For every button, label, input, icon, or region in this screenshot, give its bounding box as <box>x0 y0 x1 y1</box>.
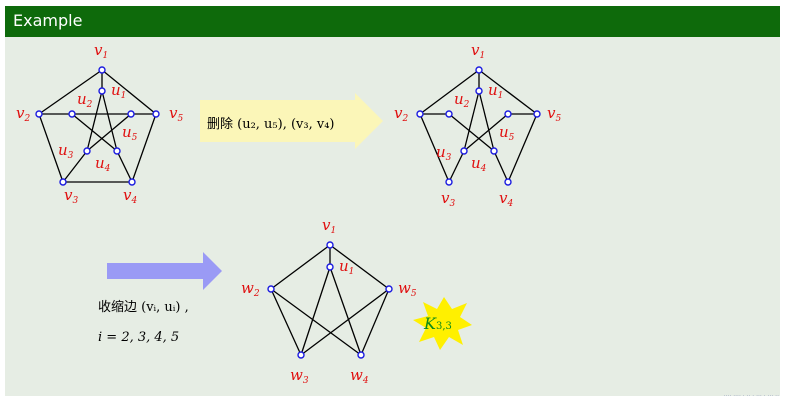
label-w4: w4 <box>350 366 369 386</box>
delete-arrow <box>200 93 383 149</box>
label-u2: u2 <box>454 90 470 110</box>
node-v1 <box>475 66 483 74</box>
node-v2 <box>35 110 43 118</box>
contract-edges-label: 收缩边 (vᵢ, uᵢ) , <box>98 300 189 315</box>
k33-sub: 3,3 <box>435 321 452 332</box>
node-v1 <box>98 66 106 74</box>
node-u1 <box>98 87 106 95</box>
label-v5: v5 <box>169 104 183 124</box>
label-v2: v2 <box>16 104 30 124</box>
k33-base: K <box>424 314 436 333</box>
title-bar: Example <box>5 6 780 37</box>
label-u2: u2 <box>77 90 93 110</box>
node-u2 <box>68 110 76 118</box>
node-u3 <box>460 147 468 155</box>
node-v2 <box>416 110 424 118</box>
node-u2 <box>445 110 453 118</box>
label-u1: u1 <box>111 81 126 101</box>
label-u5: u5 <box>499 123 515 143</box>
label-v3: v3 <box>441 189 455 209</box>
k33-star <box>413 297 472 350</box>
label-v4: v4 <box>499 189 513 209</box>
node-v3 <box>445 178 453 186</box>
slide: Example <box>5 6 780 396</box>
label-v1: v1 <box>471 41 485 61</box>
k33-label: K3,3 <box>424 314 452 333</box>
label-v5: v5 <box>547 104 561 124</box>
label-u3: u3 <box>436 143 452 163</box>
label-u1: u1 <box>488 81 503 101</box>
slide-footer: ···· ···· · ·· · ··· · ··· ·· <box>723 393 779 400</box>
label-u3: u3 <box>58 141 74 161</box>
graph-original: v1 v2 v3 v4 v5 u1 u2 u3 u4 u5 <box>16 41 183 206</box>
node-u1 <box>326 263 334 271</box>
node-u4 <box>490 147 498 155</box>
node-w3 <box>297 351 305 359</box>
label-w3: w3 <box>290 366 309 386</box>
node-u5 <box>504 110 512 118</box>
label-v1: v1 <box>322 216 336 236</box>
label-u1: u1 <box>339 257 354 277</box>
node-u1 <box>475 87 483 95</box>
graph-contracted: v1 u1 w2 w5 w3 w4 <box>241 216 417 386</box>
node-v1 <box>326 241 334 249</box>
node-v4 <box>504 178 512 186</box>
node-u4 <box>113 147 121 155</box>
label-v2: v2 <box>394 104 408 124</box>
index-range-label: i = 2, 3, 4, 5 <box>98 330 180 345</box>
node-w2 <box>267 285 275 293</box>
label-v3: v3 <box>64 186 78 206</box>
node-w4 <box>357 351 365 359</box>
label-v4: v4 <box>123 186 137 206</box>
label-u4: u4 <box>95 154 111 174</box>
graph-deleted: v1 v2 v3 v4 v5 u1 u2 u3 u4 u5 <box>394 41 561 209</box>
node-v3 <box>59 178 67 186</box>
contract-arrow <box>107 252 222 290</box>
label-u4: u4 <box>471 154 487 174</box>
label-v1: v1 <box>94 41 108 61</box>
node-v5 <box>533 110 541 118</box>
slide-title: Example <box>13 11 83 30</box>
node-u5 <box>127 110 135 118</box>
node-w5 <box>385 285 393 293</box>
node-v5 <box>152 110 160 118</box>
label-w2: w2 <box>241 279 260 299</box>
label-u5: u5 <box>122 123 138 143</box>
label-w5: w5 <box>398 279 417 299</box>
node-u3 <box>83 147 91 155</box>
node-v4 <box>128 178 136 186</box>
delete-edges-label: 删除 (u₂, u₅), (v₃, v₄) <box>207 117 335 132</box>
